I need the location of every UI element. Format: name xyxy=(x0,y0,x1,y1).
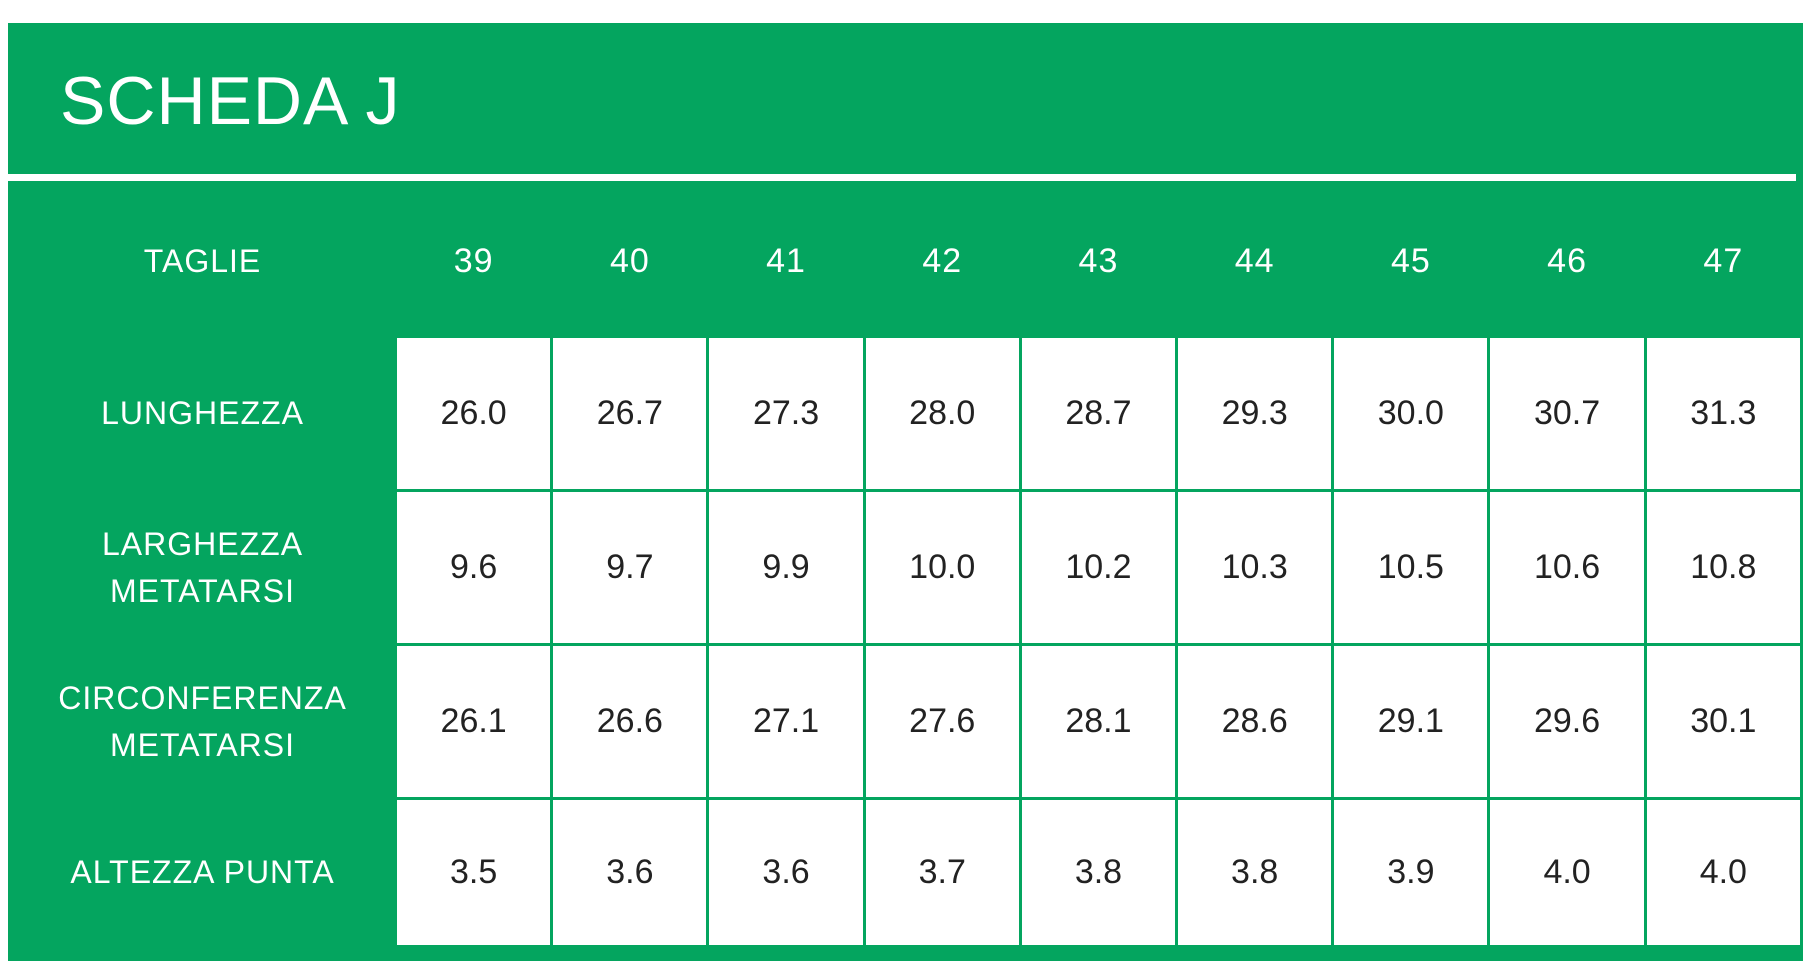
measure-cell: 31.3 xyxy=(1643,335,1804,492)
measure-cell: 4.0 xyxy=(1487,797,1647,948)
measure-cell: 27.1 xyxy=(706,643,866,800)
header-size: 44 xyxy=(1175,184,1335,338)
measure-cell: 29.3 xyxy=(1175,335,1335,492)
measure-cell: 3.8 xyxy=(1018,797,1179,948)
measure-cell: 10.3 xyxy=(1175,489,1335,646)
measure-cell: 29.1 xyxy=(1331,643,1491,800)
measure-cell: 3.9 xyxy=(1331,797,1491,948)
measure-cell: 26.6 xyxy=(550,643,710,800)
measure-cell: 30.0 xyxy=(1331,335,1491,492)
row-label: LUNGHEZZA xyxy=(7,335,398,492)
measure-cell: 3.7 xyxy=(862,797,1022,948)
measure-cell: 26.1 xyxy=(394,643,554,800)
measure-cell: 3.5 xyxy=(394,797,554,948)
title: SCHEDA J xyxy=(60,63,401,139)
measure-cell: 9.9 xyxy=(706,489,866,646)
measure-cell: 30.1 xyxy=(1643,643,1804,800)
measure-cell: 3.6 xyxy=(550,797,710,948)
row-label: LARGHEZZA METATARSI xyxy=(7,489,398,646)
measure-cell: 9.6 xyxy=(394,489,554,646)
measure-cell: 27.3 xyxy=(706,335,866,492)
table-row: CIRCONFERENZA METATARSI 26.1 26.6 27.1 27.6 2… xyxy=(7,643,1804,800)
measure-cell: 10.0 xyxy=(862,489,1022,646)
table-row: LARGHEZZA METATARSI 9.6 9.7 9.9 10.0 10.2 10.3… xyxy=(7,489,1804,646)
table-row: TAGLIE 39 40 41 42 43 44 45 46 47 xyxy=(7,184,1804,338)
size-table: TAGLIE 39 40 41 42 43 44 45 46 47 LUNGHEZZA 26.0 26.… xyxy=(7,184,1804,948)
measure-cell: 10.6 xyxy=(1487,489,1647,646)
measure-cell: 28.1 xyxy=(1018,643,1179,800)
table-row: ALTEZZA PUNTA 3.5 3.6 3.6 3.7 3.8 3.8 3.9 4.0 4.0 xyxy=(7,797,1804,948)
measure-cell: 30.7 xyxy=(1487,335,1647,492)
header-size: 40 xyxy=(550,184,710,338)
measure-cell: 10.5 xyxy=(1331,489,1491,646)
measure-cell: 28.6 xyxy=(1175,643,1335,800)
header-size: 46 xyxy=(1487,184,1647,338)
header-size: 42 xyxy=(862,184,1022,338)
header-label: TAGLIE xyxy=(7,184,398,338)
measure-cell: 9.7 xyxy=(550,489,710,646)
header-size: 45 xyxy=(1331,184,1491,338)
measure-cell: 3.6 xyxy=(706,797,866,948)
header-size: 41 xyxy=(706,184,866,338)
table-row: LUNGHEZZA 26.0 26.7 27.3 28.0 28.7 29.3 30.0 30.… xyxy=(7,335,1804,492)
measure-cell: 10.2 xyxy=(1018,489,1179,646)
measure-cell: 27.6 xyxy=(862,643,1022,800)
measure-cell: 10.8 xyxy=(1643,489,1804,646)
row-label: ALTEZZA PUNTA xyxy=(7,797,398,948)
measure-cell: 3.8 xyxy=(1175,797,1335,948)
divider xyxy=(8,174,1796,181)
header-size: 47 xyxy=(1643,184,1804,338)
measure-cell: 28.0 xyxy=(862,335,1022,492)
measure-cell: 26.7 xyxy=(550,335,710,492)
header-size: 43 xyxy=(1018,184,1179,338)
measure-cell: 4.0 xyxy=(1643,797,1804,948)
measure-cell: 29.6 xyxy=(1487,643,1647,800)
header-size: 39 xyxy=(394,184,554,338)
size-chart-panel: SCHEDA J TAGLIE 39 40 41 42 43 44 45 46 47 LUNGHEZ… xyxy=(7,23,1804,961)
measure-cell: 28.7 xyxy=(1018,335,1179,492)
measure-cell: 26.0 xyxy=(394,335,554,492)
row-label: CIRCONFERENZA METATARSI xyxy=(7,643,398,800)
